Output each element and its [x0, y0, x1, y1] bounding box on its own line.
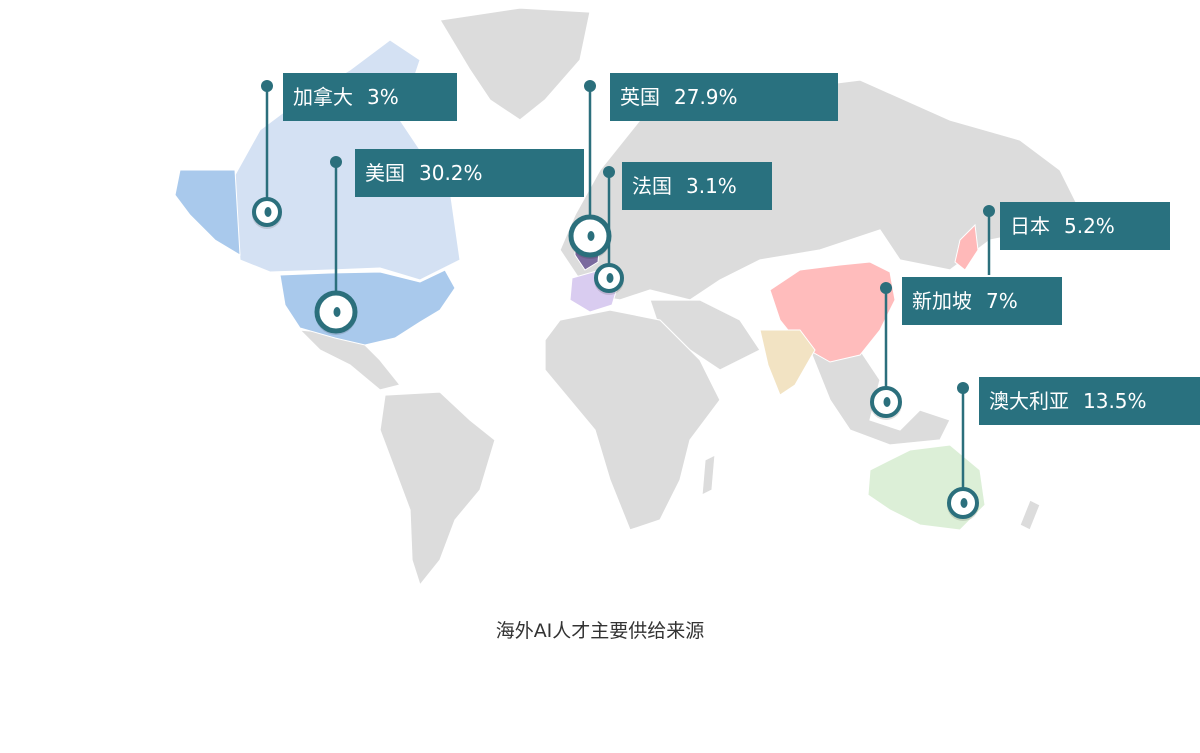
label-uk-value: 27.9% — [674, 85, 738, 109]
location-markers — [252, 197, 979, 521]
madagascar — [701, 453, 716, 497]
south-america — [379, 391, 496, 587]
label-australia-name: 澳大利亚 — [989, 389, 1069, 413]
label-singapore-name: 新加坡 — [912, 289, 972, 313]
marker-canada-icon[interactable] — [252, 197, 282, 229]
label-canada-value: 3% — [367, 85, 399, 109]
label-australia-value: 13.5% — [1083, 389, 1147, 413]
label-japan: 日本 5.2% — [1000, 202, 1170, 250]
label-australia: 澳大利亚 13.5% — [979, 377, 1200, 425]
region-japan — [954, 223, 979, 271]
label-usa-name: 美国 — [365, 161, 405, 185]
region-india — [759, 329, 816, 396]
label-canada: 加拿大 3% — [283, 73, 457, 121]
marker-usa-icon[interactable] — [314, 290, 358, 335]
label-singapore: 新加坡 7% — [902, 277, 1062, 325]
marker-australia-icon[interactable] — [947, 487, 979, 521]
label-uk-name: 英国 — [620, 85, 660, 109]
label-usa-value: 30.2% — [419, 161, 483, 185]
leader-dot-france — [603, 166, 615, 178]
africa — [544, 309, 721, 531]
marker-france-icon[interactable] — [594, 263, 624, 295]
leader-dot-singapore — [880, 282, 892, 294]
label-canada-name: 加拿大 — [293, 85, 353, 109]
label-uk: 英国 27.9% — [610, 73, 838, 121]
region-alaska — [174, 169, 241, 256]
label-japan-value: 5.2% — [1064, 214, 1115, 238]
marker-uk-icon[interactable] — [568, 214, 612, 259]
southeast-asia — [809, 349, 951, 446]
label-france-value: 3.1% — [686, 174, 737, 198]
label-singapore-value: 7% — [986, 289, 1018, 313]
label-japan-name: 日本 — [1010, 214, 1050, 238]
base-land — [298, 7, 1081, 587]
map-caption: 海外AI人才主要供给来源 — [495, 620, 705, 642]
leader-dot-usa — [330, 156, 342, 168]
leader-dot-canada — [261, 80, 273, 92]
leader-dot-japan — [983, 205, 995, 217]
leader-dot-uk — [584, 80, 596, 92]
label-france: 法国 3.1% — [622, 162, 772, 210]
new-zealand — [1019, 499, 1041, 531]
label-france-name: 法国 — [632, 174, 672, 198]
leader-dot-australia — [957, 382, 969, 394]
label-usa: 美国 30.2% — [355, 149, 584, 197]
marker-singapore-icon[interactable] — [870, 386, 902, 420]
leader-lines — [261, 80, 995, 503]
greenland — [439, 7, 591, 121]
